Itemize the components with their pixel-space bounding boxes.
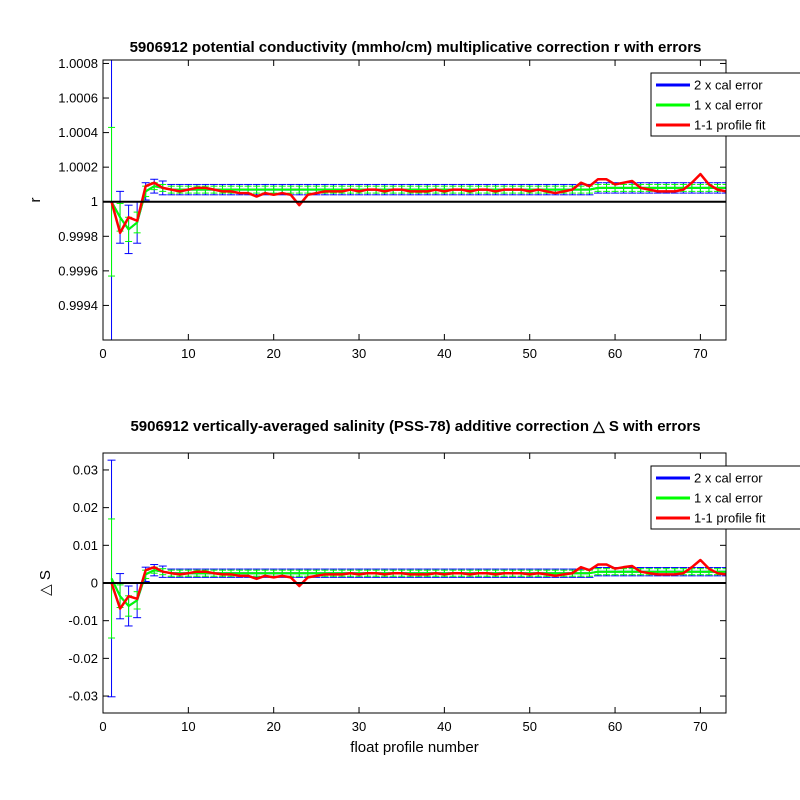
x-tick-label: 70 (693, 346, 707, 361)
y-tick-label: 0.9998 (58, 229, 98, 244)
plot-area (103, 60, 726, 340)
y-tick-label: 0.03 (73, 462, 98, 477)
x-tick-label: 60 (608, 719, 622, 734)
series-line (110, 172, 726, 235)
axes-box (102, 59, 727, 341)
x-tick-label: 40 (437, 719, 451, 734)
x-tick-label: 20 (266, 346, 280, 361)
plot-data (107, 459, 726, 698)
legend: 2 x cal error 1 x cal error 1-1 profile fi… (650, 72, 800, 137)
plot-data (108, 60, 726, 340)
x-tick-label: 30 (352, 719, 366, 734)
legend-label: 2 x cal error (694, 78, 763, 93)
x-tick-label: 30 (352, 346, 366, 361)
x-tick-label: 50 (522, 346, 536, 361)
y-tick-label: 0 (91, 576, 98, 591)
legend-label: 1 x cal error (694, 491, 763, 506)
x-tick-label: 10 (181, 719, 195, 734)
y-tick-label: 1 (91, 194, 98, 209)
y-tick-label: -0.03 (68, 689, 98, 704)
y-tick-label: 0.9994 (58, 298, 98, 313)
legend-label: 1-1 profile fit (694, 511, 766, 526)
y-tick-label: 1.0004 (58, 125, 98, 140)
y-axis-label: △ S (37, 570, 54, 596)
x-tick-label: 70 (693, 719, 707, 734)
chart-panel-1: 5906912 potential conductivity (mmho/cm)… (27, 39, 800, 361)
axes-box (102, 452, 727, 714)
x-tick-label: 10 (181, 346, 195, 361)
y-tick-label: 0.01 (73, 538, 98, 553)
y-tick-label: 1.0002 (58, 160, 98, 175)
x-tick-label: 50 (522, 719, 536, 734)
y-axis-label: r (27, 198, 44, 203)
y-tick-label: 1.0008 (58, 56, 98, 71)
y-tick-label: 1.0006 (58, 91, 98, 106)
series-1-1-profile-fit (110, 558, 726, 610)
series-1-1-profile-fit (110, 172, 726, 235)
chart-title: 5906912 potential conductivity (mmho/cm)… (130, 39, 702, 56)
y-tick-label: -0.01 (68, 613, 98, 628)
legend-label: 1-1 profile fit (694, 118, 766, 133)
legend: 2 x cal error 1 x cal error 1-1 profile fi… (650, 465, 800, 530)
y-tick-label: 0.02 (73, 500, 98, 515)
x-tick-label: 20 (266, 719, 280, 734)
y-tick-label: 0.9996 (58, 263, 98, 278)
x-tick-label: 0 (99, 346, 106, 361)
series-line (110, 558, 726, 610)
y-tick-label: -0.02 (68, 651, 98, 666)
x-tick-label: 0 (99, 719, 106, 734)
chart-panel-2: 5906912 vertically-averaged salinity (PS… (37, 418, 800, 756)
x-tick-label: 60 (608, 346, 622, 361)
legend-label: 2 x cal error (694, 471, 763, 486)
legend-label: 1 x cal error (694, 98, 763, 113)
x-axis-label: float profile number (350, 739, 478, 756)
chart-title: 5906912 vertically-averaged salinity (PS… (130, 418, 700, 435)
x-tick-label: 40 (437, 346, 451, 361)
